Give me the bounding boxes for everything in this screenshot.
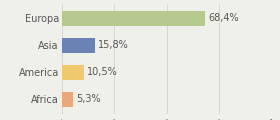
Bar [62, 65, 84, 80]
Text: 5,3%: 5,3% [76, 94, 101, 104]
Text: 10,5%: 10,5% [87, 67, 118, 77]
Bar [62, 92, 73, 107]
Bar [62, 11, 205, 26]
Text: 15,8%: 15,8% [98, 40, 129, 50]
Bar [62, 38, 95, 53]
Text: 68,4%: 68,4% [208, 13, 239, 23]
